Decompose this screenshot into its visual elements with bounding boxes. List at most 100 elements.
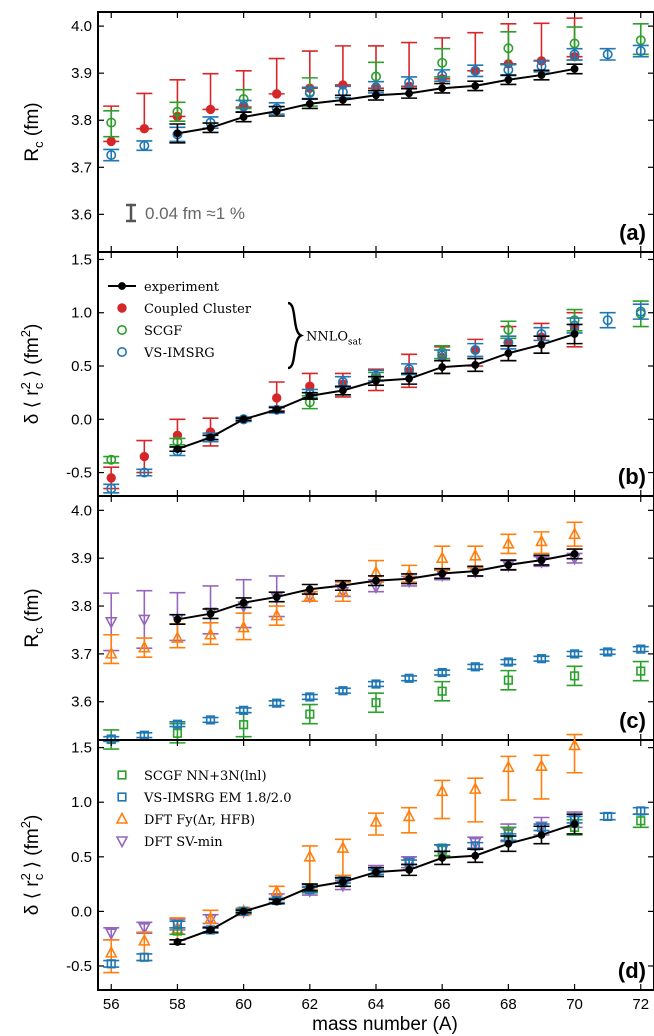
x-tick-label: 62 (301, 996, 318, 1013)
data-point (270, 608, 284, 621)
data-point (602, 315, 613, 326)
data-point (138, 933, 151, 946)
data-point (569, 671, 580, 681)
data-point (205, 432, 216, 443)
data-point (239, 907, 248, 916)
data-point (471, 361, 480, 369)
data-point (238, 101, 249, 112)
y-axis-label-part: (fm) (22, 588, 43, 627)
data-point (635, 35, 646, 46)
data-point (372, 91, 380, 100)
panel-b: -0.50.00.51.01.5δ ⟨ r2c ⟩ (fm2)(b)experi… (18, 251, 654, 497)
data-point (138, 640, 151, 653)
data-point (272, 393, 282, 403)
data-point (205, 104, 216, 115)
y-tick-label: 3.7 (71, 159, 92, 176)
data-point (503, 43, 514, 54)
data-point (239, 113, 248, 121)
data-point (537, 556, 546, 565)
data-point (104, 617, 118, 630)
data-point (503, 675, 513, 685)
data-point (438, 854, 447, 862)
data-point (173, 938, 182, 946)
data-point (372, 868, 380, 876)
legend-marker (117, 770, 127, 780)
data-point (239, 598, 248, 607)
data-point (139, 124, 150, 134)
data-point (570, 549, 579, 558)
series-dft_fy (103, 521, 583, 665)
y-tick-label: 3.7 (71, 646, 92, 663)
data-point (339, 581, 347, 590)
x-tick-label: 70 (566, 996, 583, 1013)
y-axis-label-part: ) (22, 324, 43, 330)
data-point (536, 654, 547, 664)
legend-label: VS-IMSRG (143, 346, 215, 361)
data-point (272, 593, 281, 601)
data-point (339, 96, 347, 104)
data-point (504, 560, 513, 569)
data-point (503, 657, 513, 667)
panel-label: (b) (618, 464, 646, 489)
data-point (138, 922, 151, 935)
data-point (205, 715, 216, 725)
y-axis-label-part: (fm) (22, 102, 43, 141)
data-point (369, 814, 383, 827)
data-point (470, 662, 480, 672)
x-tick-label: 64 (368, 996, 385, 1013)
y-tick-label: 0.5 (71, 849, 92, 866)
data-point (272, 89, 282, 99)
brace (287, 301, 304, 370)
data-point (537, 71, 546, 79)
data-point (272, 405, 281, 414)
panel-a: 3.6 3.7 3.8 3.9 4.0 Rc (fm) (a) 0.04 fm ≈1 % (22, 11, 654, 253)
data-point (471, 567, 480, 576)
data-point (272, 107, 281, 116)
legend-marker (117, 303, 127, 313)
data-point (570, 330, 579, 338)
x-tick-label: 56 (103, 996, 120, 1013)
y-tick-label: 3.8 (71, 598, 92, 615)
data-point (437, 70, 448, 81)
data-point (104, 646, 118, 659)
legend-marker (115, 836, 129, 849)
data-point (303, 849, 317, 862)
y-axis-label-part: 2 (18, 330, 33, 337)
legend: experiment Coupled Cluster SCGF VS-IMSRG (108, 280, 252, 361)
y-axis-label-part: 2 (18, 821, 33, 828)
data-point (139, 451, 150, 462)
data-point (435, 550, 449, 563)
experiment-line (177, 333, 575, 451)
panel-label: (d) (618, 958, 646, 983)
data-point (206, 123, 215, 132)
y-axis-label: Rc (fm) (22, 588, 46, 647)
data-point (636, 666, 646, 676)
series-experiment (169, 63, 583, 144)
y-tick-label: 3.9 (71, 550, 92, 567)
data-point (339, 386, 347, 395)
data-point (305, 585, 314, 594)
data-point (106, 483, 117, 494)
y-axis-label-part: δ ⟨ r (22, 389, 43, 425)
data-point (139, 467, 150, 478)
y-tick-label: 0.0 (71, 411, 92, 428)
data-point (172, 106, 183, 117)
data-point (569, 49, 580, 60)
data-point (106, 136, 116, 147)
data-point (305, 391, 314, 400)
legend-item: experiment (108, 280, 220, 295)
legend-label: SCGF NN+3N(lnl) (144, 769, 267, 784)
data-point (402, 809, 416, 822)
y-axis-label-part: c (31, 382, 46, 389)
data-point (206, 433, 215, 442)
series-scgf (103, 660, 649, 750)
x-tick-label: 58 (169, 996, 186, 1013)
data-point (139, 952, 149, 962)
data-point (206, 926, 215, 934)
series-experiment (169, 813, 583, 946)
data-point (172, 919, 183, 930)
data-point (438, 84, 447, 93)
y-tick-label: 3.6 (71, 206, 92, 223)
data-point (468, 548, 482, 561)
data-point (239, 415, 248, 424)
